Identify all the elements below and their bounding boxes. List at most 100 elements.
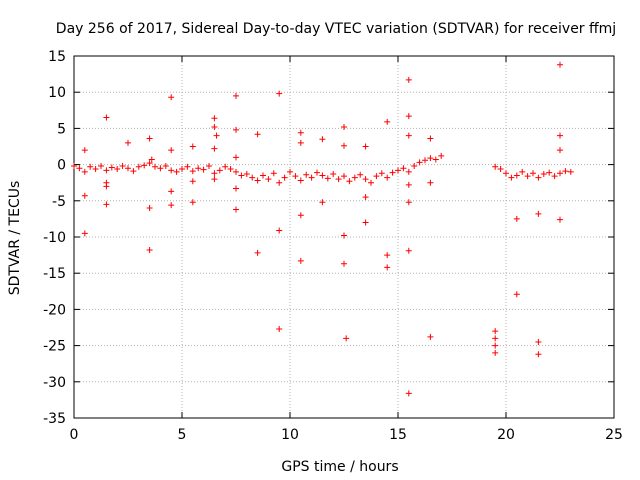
data-point [303, 171, 310, 178]
data-point [492, 335, 499, 342]
data-point [319, 172, 326, 179]
data-point [276, 179, 283, 186]
data-point [276, 325, 283, 332]
data-point [368, 179, 374, 186]
data-point [395, 167, 401, 174]
data-point [557, 147, 563, 154]
data-point [213, 132, 220, 139]
y-tick-label: -10 [43, 230, 66, 246]
data-point [130, 168, 137, 175]
data-points [71, 61, 574, 397]
data-point [351, 174, 358, 181]
data-point [152, 163, 158, 170]
data-point [233, 154, 239, 161]
data-point [562, 168, 569, 175]
data-point [87, 163, 94, 170]
data-point [168, 202, 175, 209]
data-point [497, 165, 504, 172]
data-point [108, 164, 115, 171]
data-point [233, 185, 239, 192]
data-point [492, 349, 499, 356]
data-point [98, 163, 104, 170]
data-point [103, 201, 110, 208]
data-point [211, 123, 218, 130]
data-point [357, 171, 364, 178]
data-point [184, 163, 191, 170]
data-point [125, 139, 131, 146]
x-tick-label: 20 [497, 427, 515, 443]
data-point [492, 163, 499, 170]
data-point [341, 123, 347, 130]
data-point [276, 227, 283, 234]
data-point [405, 390, 412, 397]
data-point [281, 174, 288, 181]
data-point [103, 183, 110, 190]
x-tick-label: 0 [70, 427, 79, 443]
data-point [168, 94, 175, 101]
data-point [405, 113, 412, 120]
data-point [243, 171, 250, 178]
data-point [341, 173, 347, 180]
data-point [384, 118, 391, 125]
data-point [389, 169, 396, 176]
data-point [249, 174, 256, 181]
y-tick-label: -25 [43, 339, 66, 355]
data-point [362, 143, 369, 150]
data-point [297, 257, 304, 264]
data-point [557, 132, 563, 139]
data-point [297, 139, 304, 146]
data-point [343, 335, 350, 342]
data-point [141, 162, 148, 169]
data-point [308, 174, 315, 181]
data-point [335, 176, 342, 183]
data-point [119, 163, 126, 170]
x-tick-label: 25 [605, 427, 623, 443]
data-point [146, 160, 153, 167]
data-point [346, 178, 353, 185]
x-tick-label: 5 [178, 427, 187, 443]
data-point [384, 264, 391, 271]
data-point [551, 173, 558, 180]
data-point [297, 212, 304, 219]
data-point [292, 173, 299, 180]
data-point [546, 169, 553, 176]
data-point [189, 178, 196, 185]
data-point [135, 163, 142, 170]
data-point [324, 175, 331, 182]
data-point [270, 170, 277, 177]
data-point [362, 219, 369, 226]
data-point [405, 168, 412, 175]
data-point [384, 174, 391, 181]
data-point [265, 176, 272, 183]
data-point [378, 170, 385, 177]
data-point [71, 163, 77, 170]
grid-lines [74, 56, 614, 418]
data-point [557, 216, 563, 223]
data-point [557, 61, 563, 68]
data-point [260, 172, 266, 179]
y-tick-label: 5 [57, 121, 66, 137]
data-point [114, 165, 121, 172]
data-point [216, 167, 223, 174]
data-point [427, 135, 434, 142]
data-point [81, 192, 88, 199]
data-point [168, 147, 175, 154]
data-point [211, 145, 218, 152]
data-point [297, 129, 304, 136]
y-tick-label: 15 [48, 49, 66, 65]
data-point [297, 177, 304, 184]
x-tick-labels: 0 5 10 15 20 25 [70, 427, 623, 443]
data-point [427, 333, 434, 340]
data-point [254, 177, 261, 184]
y-tick-label: 10 [48, 85, 66, 101]
data-point [162, 163, 169, 170]
data-point [362, 176, 369, 183]
data-point [341, 142, 347, 149]
data-point [405, 76, 412, 83]
data-point [405, 132, 412, 139]
data-point [146, 205, 153, 212]
data-point [103, 114, 110, 121]
data-point [373, 173, 380, 180]
y-tick-label: -5 [52, 194, 66, 210]
